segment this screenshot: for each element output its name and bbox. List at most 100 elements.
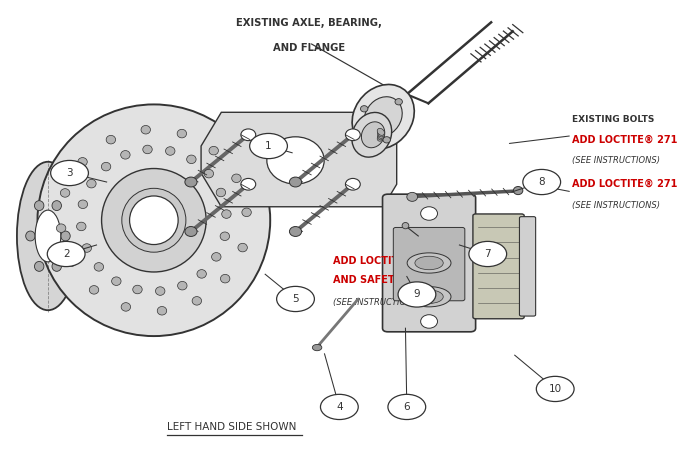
Ellipse shape (130, 196, 178, 245)
Ellipse shape (345, 129, 361, 141)
Ellipse shape (232, 174, 241, 183)
Ellipse shape (378, 130, 384, 137)
Ellipse shape (220, 232, 230, 241)
Text: ADD LOCTITE® 271: ADD LOCTITE® 271 (572, 179, 678, 189)
Ellipse shape (66, 258, 76, 266)
Ellipse shape (187, 155, 196, 163)
Ellipse shape (158, 306, 167, 315)
Ellipse shape (421, 315, 438, 328)
Ellipse shape (415, 290, 443, 303)
Ellipse shape (78, 200, 88, 208)
Ellipse shape (407, 192, 418, 202)
Circle shape (48, 242, 85, 266)
Ellipse shape (57, 224, 66, 232)
Ellipse shape (165, 147, 175, 155)
Text: 5: 5 (292, 294, 299, 304)
Ellipse shape (34, 201, 44, 211)
Circle shape (469, 242, 507, 266)
Text: ADD LOCTITE® 271: ADD LOCTITE® 271 (572, 135, 678, 145)
Ellipse shape (241, 178, 256, 190)
Ellipse shape (395, 99, 402, 105)
Text: 7: 7 (484, 249, 491, 259)
Ellipse shape (76, 222, 86, 231)
Ellipse shape (220, 274, 230, 283)
Ellipse shape (102, 163, 111, 171)
Ellipse shape (143, 145, 152, 154)
Ellipse shape (402, 222, 409, 229)
Ellipse shape (82, 244, 92, 252)
Ellipse shape (121, 303, 131, 311)
Text: AND FLANGE: AND FLANGE (273, 43, 345, 53)
Ellipse shape (267, 137, 324, 184)
Text: AND SAFETY WIRE: AND SAFETY WIRE (332, 276, 433, 286)
Ellipse shape (364, 97, 402, 137)
Text: 4: 4 (336, 402, 343, 412)
Ellipse shape (178, 281, 187, 290)
Text: EXISTING AXLE, BEARING,: EXISTING AXLE, BEARING, (236, 18, 382, 28)
Ellipse shape (78, 158, 88, 166)
Ellipse shape (111, 277, 121, 286)
Circle shape (50, 160, 88, 186)
Text: 3: 3 (66, 168, 73, 178)
Ellipse shape (106, 135, 116, 144)
Circle shape (398, 282, 436, 307)
Ellipse shape (177, 129, 187, 138)
FancyBboxPatch shape (473, 214, 524, 319)
Ellipse shape (378, 131, 384, 138)
Ellipse shape (185, 227, 197, 237)
Circle shape (276, 286, 314, 311)
Text: 9: 9 (414, 290, 420, 300)
Ellipse shape (241, 129, 256, 141)
Ellipse shape (242, 208, 251, 217)
Circle shape (250, 133, 288, 158)
Ellipse shape (26, 231, 35, 241)
Circle shape (523, 169, 561, 195)
Text: (SEE INSTRUCTIONS): (SEE INSTRUCTIONS) (572, 156, 660, 165)
FancyBboxPatch shape (382, 194, 475, 332)
Ellipse shape (102, 168, 206, 272)
Ellipse shape (222, 210, 231, 218)
Ellipse shape (377, 128, 384, 135)
Ellipse shape (87, 179, 96, 188)
Ellipse shape (17, 162, 79, 310)
Ellipse shape (352, 113, 392, 157)
Ellipse shape (192, 296, 202, 305)
Ellipse shape (60, 189, 70, 197)
Circle shape (321, 395, 358, 419)
Ellipse shape (35, 210, 61, 262)
Text: 8: 8 (538, 177, 545, 187)
Ellipse shape (38, 104, 270, 336)
Ellipse shape (345, 178, 361, 190)
Ellipse shape (415, 256, 443, 270)
FancyBboxPatch shape (393, 227, 465, 301)
Text: ADD LOCTITE® 271: ADD LOCTITE® 271 (332, 255, 438, 265)
Ellipse shape (130, 196, 178, 245)
Text: 2: 2 (63, 249, 69, 259)
Ellipse shape (513, 187, 523, 195)
Text: 6: 6 (403, 402, 410, 412)
Ellipse shape (216, 188, 225, 197)
Circle shape (388, 395, 426, 419)
Ellipse shape (155, 287, 165, 296)
Ellipse shape (52, 262, 62, 271)
Ellipse shape (407, 253, 451, 273)
Ellipse shape (407, 286, 451, 307)
Ellipse shape (204, 169, 214, 178)
Ellipse shape (61, 231, 70, 241)
Ellipse shape (52, 201, 62, 211)
Ellipse shape (90, 286, 99, 294)
Ellipse shape (360, 106, 368, 112)
Text: EXISTING BOLTS: EXISTING BOLTS (572, 114, 654, 123)
Text: (SEE INSTRUCTIONS): (SEE INSTRUCTIONS) (332, 298, 421, 307)
Text: (SEE INSTRUCTIONS): (SEE INSTRUCTIONS) (572, 202, 660, 210)
Ellipse shape (289, 177, 302, 187)
Ellipse shape (211, 252, 221, 261)
Ellipse shape (185, 177, 197, 187)
Text: 1: 1 (265, 141, 272, 151)
Ellipse shape (377, 134, 384, 141)
Ellipse shape (383, 137, 391, 143)
Text: 10: 10 (549, 384, 562, 394)
Ellipse shape (361, 122, 385, 148)
Ellipse shape (197, 270, 206, 278)
Ellipse shape (122, 188, 186, 252)
